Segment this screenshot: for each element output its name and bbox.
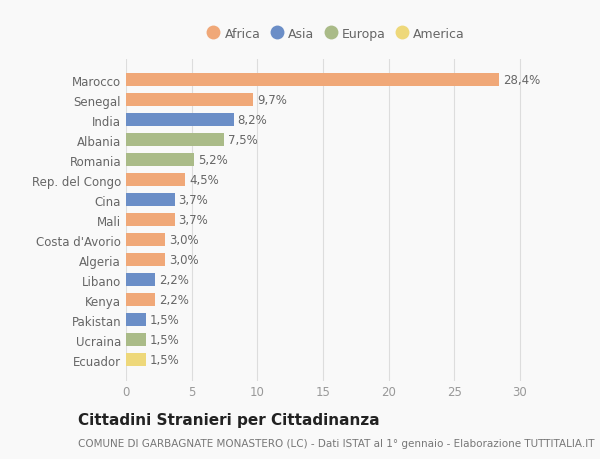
Text: 1,5%: 1,5%	[149, 353, 179, 366]
Text: 3,0%: 3,0%	[169, 254, 199, 267]
Bar	[126, 94, 253, 107]
Text: Cittadini Stranieri per Cittadinanza: Cittadini Stranieri per Cittadinanza	[78, 413, 380, 428]
Text: 1,5%: 1,5%	[149, 333, 179, 347]
Bar	[126, 174, 185, 187]
Bar	[126, 214, 175, 227]
Text: 4,5%: 4,5%	[189, 174, 219, 187]
Bar	[126, 294, 155, 307]
Text: 1,5%: 1,5%	[149, 313, 179, 326]
Bar	[126, 334, 146, 347]
Text: 9,7%: 9,7%	[257, 94, 287, 107]
Bar	[126, 234, 166, 247]
Bar	[126, 353, 146, 366]
Text: COMUNE DI GARBAGNATE MONASTERO (LC) - Dati ISTAT al 1° gennaio - Elaborazione TU: COMUNE DI GARBAGNATE MONASTERO (LC) - Da…	[78, 438, 595, 448]
Text: 2,2%: 2,2%	[159, 294, 188, 307]
Text: 3,0%: 3,0%	[169, 234, 199, 247]
Text: 5,2%: 5,2%	[198, 154, 228, 167]
Bar	[126, 313, 146, 326]
Text: 3,7%: 3,7%	[179, 214, 208, 227]
Legend: Africa, Asia, Europa, America: Africa, Asia, Europa, America	[203, 24, 469, 45]
Bar	[126, 194, 175, 207]
Bar	[126, 74, 499, 87]
Text: 3,7%: 3,7%	[179, 194, 208, 207]
Text: 28,4%: 28,4%	[503, 74, 540, 87]
Text: 7,5%: 7,5%	[229, 134, 258, 147]
Bar	[126, 154, 194, 167]
Text: 8,2%: 8,2%	[238, 114, 268, 127]
Bar	[126, 274, 155, 286]
Bar	[126, 114, 233, 127]
Bar	[126, 254, 166, 267]
Bar	[126, 134, 224, 147]
Text: 2,2%: 2,2%	[159, 274, 188, 286]
